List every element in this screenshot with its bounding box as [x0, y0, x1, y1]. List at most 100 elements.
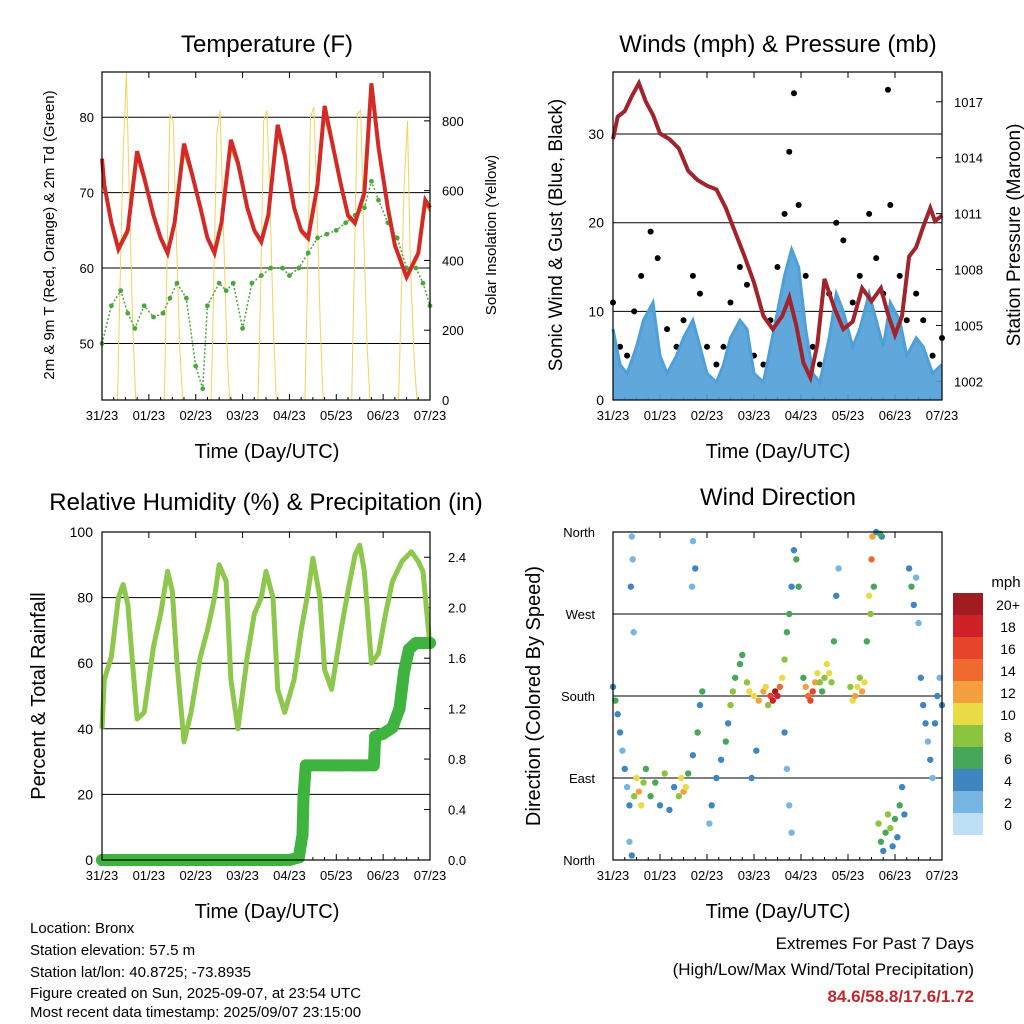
y2-tick-label: 1008: [954, 263, 983, 278]
direction-point: [638, 802, 645, 809]
direction-point: [630, 793, 638, 800]
direction-point: [821, 674, 828, 681]
x-tick-label: 02/23: [691, 868, 724, 883]
colorbar-label: 6: [1004, 751, 1012, 767]
gust-point: [903, 317, 910, 324]
x-tick-label: 31/23: [597, 868, 630, 883]
direction-point: [743, 679, 751, 686]
direction-point: [656, 802, 664, 809]
wind-direction-panel: Wind Direction Time (Day/UTC) Direction …: [523, 484, 1021, 923]
gust-point: [736, 264, 743, 271]
direction-point: [880, 847, 887, 855]
direction-point: [870, 583, 878, 590]
direction-point: [616, 729, 624, 736]
pressure-line: [611, 78, 944, 384]
gust-point: [774, 264, 781, 271]
gust-point: [833, 219, 840, 226]
temp-2m-line: [100, 83, 432, 283]
precip-point: [296, 828, 309, 841]
temperature-ylabel: 2m & 9m T (Red, Orange) & 2m Td (Green): [41, 90, 58, 379]
y2-tick-label: 800: [442, 114, 464, 129]
colorbar-title: mph: [991, 574, 1020, 591]
y2-tick-label: 1014: [954, 151, 983, 166]
gust-point: [689, 272, 696, 279]
info-created: Figure created on Sun, 2025-09-07, at 23…: [30, 985, 362, 1002]
humidity-xlabel: Time (Day/UTC): [195, 901, 340, 923]
humidity-line: [99, 542, 433, 745]
humidity-ylabel: Percent & Total Rainfall: [28, 592, 50, 800]
direction-point: [858, 688, 866, 695]
direction-point: [814, 670, 821, 677]
x-tick-label: 01/23: [133, 868, 166, 883]
colorbar-swatch: [953, 791, 983, 813]
precip-point: [386, 721, 399, 734]
direction-point: [790, 547, 798, 554]
x-tick-label: 05/23: [320, 868, 353, 883]
direction-point: [677, 774, 685, 782]
gust-point: [696, 290, 703, 297]
precip-point: [292, 851, 305, 864]
x-tick-label: 06/23: [367, 408, 400, 423]
x-tick-label: 07/23: [414, 868, 447, 883]
direction-point: [786, 610, 793, 618]
colorbar-label: 8: [1004, 729, 1012, 745]
gust-point: [790, 90, 797, 97]
temp-9m-line: [101, 94, 431, 282]
direction-point: [626, 838, 633, 845]
colorbar-label: 0: [1004, 817, 1012, 833]
y2-tick-label: 1.6: [448, 651, 466, 666]
gust-point: [795, 201, 802, 208]
direction-point: [802, 683, 809, 691]
gust-point: [849, 299, 856, 306]
direction-point: [863, 638, 870, 645]
x-tick-label: 04/23: [785, 408, 818, 423]
precip-point: [393, 702, 406, 715]
y2-tick-label: 2.4: [448, 550, 466, 565]
colorbar-swatch: [953, 593, 983, 615]
direction-point: [889, 843, 896, 850]
gust-point: [704, 343, 710, 350]
direction-point: [706, 820, 713, 827]
direction-point: [924, 738, 932, 745]
direction-point: [769, 697, 776, 704]
y2-tick-label: 0: [442, 393, 449, 408]
gust-point: [866, 210, 873, 217]
direction-point: [867, 610, 874, 618]
y-tick-label: 0: [596, 392, 604, 408]
direction-point: [748, 774, 755, 782]
y-tick-label: 60: [80, 261, 94, 276]
direction-point: [708, 802, 715, 809]
gust-point: [873, 255, 880, 262]
direction-point: [856, 674, 863, 681]
info-elevation: Station elevation: 57.5 m: [30, 942, 196, 959]
wind-direction-xlabel: Time (Day/UTC): [706, 901, 851, 923]
y-tick-label: 80: [80, 110, 94, 125]
direction-point: [912, 574, 920, 581]
direction-point: [739, 651, 746, 659]
gust-point: [896, 272, 903, 279]
direction-point: [753, 747, 760, 754]
precip-point: [297, 790, 310, 803]
y2-tick-label: 1002: [954, 374, 983, 389]
direction-point: [869, 533, 876, 540]
precip-point: [353, 759, 366, 772]
colorbar-label: 10: [1000, 707, 1016, 723]
direction-point: [746, 688, 753, 695]
x-tick-label: 07/23: [926, 868, 959, 883]
direction-point: [774, 692, 781, 700]
direction-point: [891, 815, 899, 823]
gust-point: [617, 343, 624, 350]
gust-point: [720, 343, 727, 350]
direction-point: [722, 738, 729, 745]
gust-point: [624, 352, 631, 359]
direction-point: [779, 674, 786, 681]
y-tick-label: 20: [77, 786, 93, 802]
direction-point: [905, 565, 913, 572]
colorbar-swatch: [953, 703, 983, 725]
gust-point: [654, 255, 661, 262]
direction-point: [865, 592, 873, 599]
x-tick-label: 31/23: [86, 408, 119, 423]
y-tick-label: North: [563, 525, 595, 540]
x-tick-label: 03/23: [738, 868, 771, 883]
